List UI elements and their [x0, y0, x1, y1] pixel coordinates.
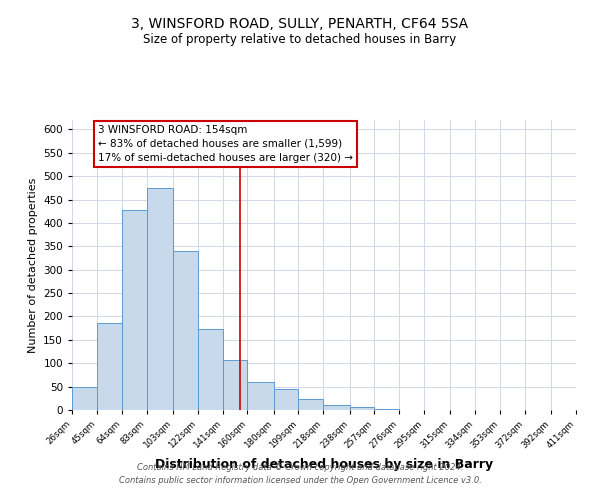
Text: Size of property relative to detached houses in Barry: Size of property relative to detached ho…: [143, 32, 457, 46]
Bar: [223, 360, 247, 410]
Bar: [323, 405, 350, 410]
Bar: [72, 386, 97, 410]
Text: Contains HM Land Registry data © Crown copyright and database right 2024.
Contai: Contains HM Land Registry data © Crown c…: [119, 464, 481, 485]
Bar: [97, 322, 122, 410]
Bar: [197, 328, 223, 410]
X-axis label: Distribution of detached houses by size in Barry: Distribution of detached houses by size …: [155, 458, 493, 471]
Bar: [374, 408, 399, 410]
Bar: [122, 210, 146, 410]
Bar: [298, 399, 323, 410]
Bar: [274, 390, 298, 410]
Bar: [146, 188, 173, 410]
Y-axis label: Number of detached properties: Number of detached properties: [28, 178, 38, 352]
Bar: [173, 251, 197, 410]
Bar: [247, 382, 274, 410]
Text: 3, WINSFORD ROAD, SULLY, PENARTH, CF64 5SA: 3, WINSFORD ROAD, SULLY, PENARTH, CF64 5…: [131, 18, 469, 32]
Bar: [350, 407, 374, 410]
Text: 3 WINSFORD ROAD: 154sqm
← 83% of detached houses are smaller (1,599)
17% of semi: 3 WINSFORD ROAD: 154sqm ← 83% of detache…: [98, 124, 353, 162]
